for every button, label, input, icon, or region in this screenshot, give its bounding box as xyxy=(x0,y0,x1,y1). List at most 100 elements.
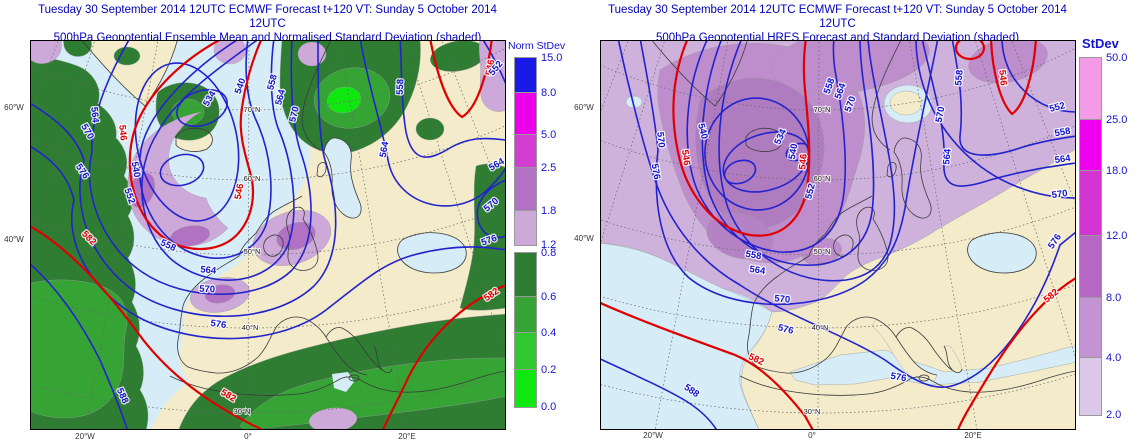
contour-label: 552 xyxy=(1048,100,1066,115)
left-colorbar: 15.0 8.0 5.0 2.5 1.8 1.2 0.8 0.6 0.4 0.2 0.0 xyxy=(514,52,585,418)
contour-label: 546 xyxy=(233,183,247,201)
colorbar-tick-label: 0.4 xyxy=(541,327,557,339)
contour-label: 570 xyxy=(934,106,948,124)
colorbar-segment xyxy=(514,296,537,334)
colorbar-tick-label: 8.0 xyxy=(1106,292,1122,304)
longitude-label: 40°W xyxy=(4,235,24,244)
longitude-label: 40°W xyxy=(574,234,594,243)
colorbar-segment xyxy=(1079,297,1102,359)
longitude-label: 60°W xyxy=(574,103,594,112)
colorbar-tick-label: 2.5 xyxy=(541,162,557,174)
contour-label: 570 xyxy=(199,284,215,296)
right-contours-blue xyxy=(600,40,1076,430)
left-contours-blue xyxy=(30,40,506,430)
left-colorbar-title: Norm StDev xyxy=(508,40,566,52)
colorbar-tick-label: 25.0 xyxy=(1106,114,1128,126)
right-shading-purple xyxy=(600,40,1076,313)
colorbar-tick-label: 0.0 xyxy=(541,401,557,413)
contour-label: 564 xyxy=(200,264,217,276)
colorbar-segment xyxy=(514,167,537,212)
contour-label: 570 xyxy=(774,293,791,305)
contour-label: 564 xyxy=(941,148,953,165)
right-map-border xyxy=(600,40,1076,430)
colorbar-segment xyxy=(514,332,537,371)
colorbar-segment xyxy=(514,92,537,136)
left-contour-labels: 5345405405465465465525525585585585645645… xyxy=(72,58,506,407)
colorbar-tick-label: 0.8 xyxy=(541,247,557,259)
contour-label: 564 xyxy=(88,106,100,123)
longitude-label: 0° xyxy=(244,432,252,441)
colorbar-tick-label: 8.0 xyxy=(541,87,557,99)
colorbar-segment xyxy=(514,57,537,94)
contour-label: 564 xyxy=(1054,153,1072,166)
colorbar-segment xyxy=(514,134,537,169)
longitude-label: 20°W xyxy=(643,431,663,440)
colorbar-segment xyxy=(1079,170,1102,237)
colorbar-tick-label: 15.0 xyxy=(541,52,563,64)
right-lat-labels: 70°N 60°N 50°N 40°N 30°N xyxy=(803,104,832,417)
colorbar-tick-label: 4.0 xyxy=(1106,352,1122,364)
colorbar-tick-label: 1.8 xyxy=(541,205,557,217)
latitude-label: 40°N xyxy=(812,323,829,332)
contour-label: 558 xyxy=(395,79,407,95)
contour-label: 546 xyxy=(679,149,692,166)
colorbar-segment xyxy=(514,369,537,408)
left-panel-title: Tuesday 30 September 2014 12UTC ECMWF Fo… xyxy=(30,3,505,45)
contour-label: 564 xyxy=(749,264,767,277)
colorbar-tick-label: 2.0 xyxy=(1106,409,1122,421)
colorbar-segment xyxy=(1079,119,1102,172)
contour-label: 576 xyxy=(890,371,908,385)
colorbar-tick-label: 5.0 xyxy=(541,129,557,141)
colorbar-tick-label: 0.6 xyxy=(541,291,557,303)
colorbar-tick-label: 12.0 xyxy=(1106,230,1128,242)
contour-label: 570 xyxy=(1051,188,1068,201)
right-colorbar-title: StDev xyxy=(1082,36,1119,51)
colorbar-segment xyxy=(514,252,537,298)
latitude-label: 40°N xyxy=(242,323,259,332)
longitude-label: 60°W xyxy=(4,103,24,112)
contour-label: 540 xyxy=(787,143,801,161)
latitude-label: 30°N xyxy=(234,407,251,416)
right-title-line1: Tuesday 30 September 2014 12UTC ECMWF Fo… xyxy=(608,4,1067,30)
latitude-label: 70°N xyxy=(244,105,261,114)
contour-label: 546 xyxy=(996,69,1008,86)
contour-label: 546 xyxy=(797,153,809,170)
contour-label: 558 xyxy=(953,69,965,86)
contour-label: 546 xyxy=(484,59,498,77)
latitude-label: 70°N xyxy=(814,105,831,114)
contour-label: 570 xyxy=(287,105,302,123)
left-contours-red xyxy=(30,40,506,430)
latitude-label: 50°N xyxy=(244,247,261,256)
colorbar-segment xyxy=(1079,357,1102,416)
longitude-label: 0° xyxy=(808,431,816,440)
longitude-label: 20°E xyxy=(964,431,982,440)
contour-label: 558 xyxy=(265,73,280,91)
contour-label: 558 xyxy=(1054,126,1072,140)
contour-label: 552 xyxy=(803,182,818,200)
left-shading-purple xyxy=(30,40,506,430)
contour-label: 570 xyxy=(654,131,666,148)
latitude-label: 60°N xyxy=(814,174,831,183)
right-contours-red xyxy=(600,40,1076,430)
longitude-label: 20°E xyxy=(398,432,416,441)
colorbar-tick-label: 0.2 xyxy=(541,364,557,376)
colorbar-tick-label: 1.2 xyxy=(541,239,557,251)
contour-label: 564 xyxy=(378,140,392,158)
right-colorbar: 50.0 25.0 18.0 12.0 8.0 4.0 2.0 xyxy=(1079,52,1135,421)
colorbar-tick-label: 50.0 xyxy=(1106,52,1128,64)
contour-label: 576 xyxy=(777,322,795,337)
contour-label: 558 xyxy=(745,249,763,263)
contour-label: 576 xyxy=(210,318,227,331)
longitude-label: 20°W xyxy=(75,432,95,441)
left-map: 5345405405465465465525525585585585645645… xyxy=(30,40,506,430)
contour-label: 546 xyxy=(116,124,128,141)
left-lat-labels: 70°N 60°N 50°N 40°N 30°N xyxy=(233,104,262,417)
right-panel-title: Tuesday 30 September 2014 12UTC ECMWF Fo… xyxy=(600,3,1075,45)
left-map-border xyxy=(30,40,506,430)
contour-label: 540 xyxy=(695,122,710,140)
latitude-label: 50°N xyxy=(814,247,831,256)
contour-label: 576 xyxy=(649,163,663,181)
colorbar-segment xyxy=(1079,235,1102,299)
colorbar-segment xyxy=(514,210,537,246)
